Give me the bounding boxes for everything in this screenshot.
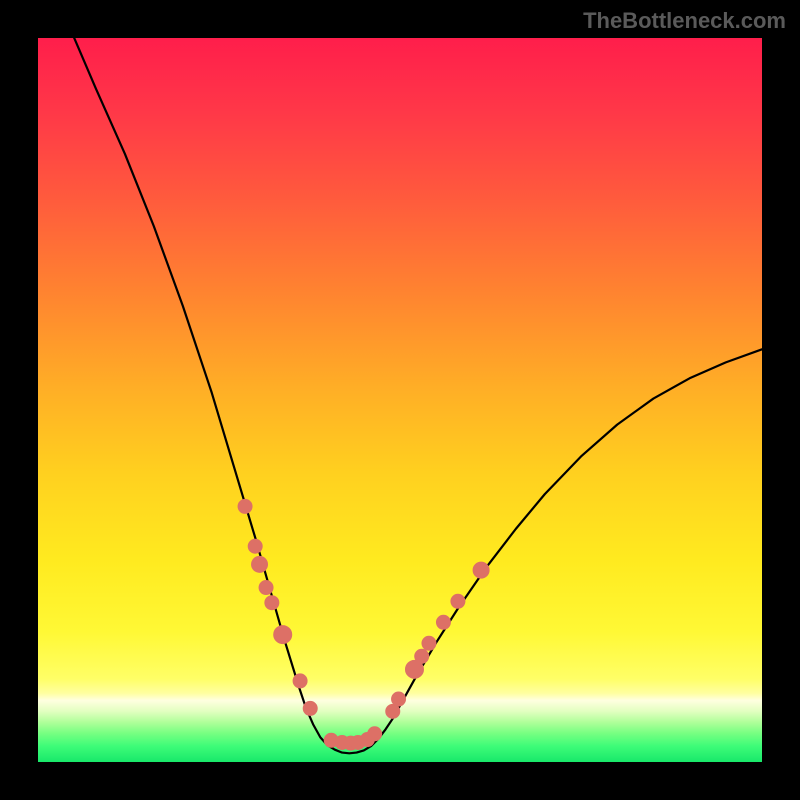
plot-area <box>38 38 762 762</box>
watermark-text: TheBottleneck.com <box>583 8 786 34</box>
gradient-background <box>38 38 762 762</box>
frame-bottom <box>0 762 800 800</box>
frame-left <box>0 0 38 800</box>
frame-right <box>762 0 800 800</box>
